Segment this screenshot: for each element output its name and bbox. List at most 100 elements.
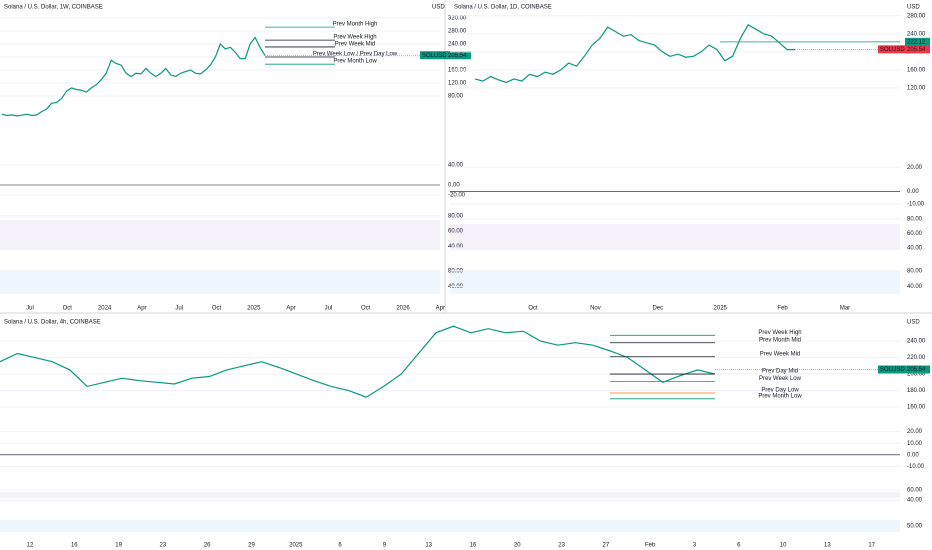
y-tick-label: 120.00 (448, 81, 467, 87)
y-tick-label: 280.00 (448, 29, 467, 35)
x-tick-label: 2024 (98, 306, 112, 312)
level-label: Prev Month High (333, 22, 378, 28)
y-tick-label: 80.00 (448, 213, 464, 219)
rsi-band (450, 224, 900, 250)
y-tick-label: 0.00 (907, 189, 919, 195)
y-tick-label: 80.00 (448, 268, 464, 274)
y-tick-label: 40.00 (907, 498, 923, 504)
chart-title: Solana / U.S. Dollar, 1W, COINBASE (4, 5, 103, 11)
x-tick-label: 23 (160, 543, 167, 549)
x-tick-label: 27 (603, 543, 610, 549)
x-tick-label: 13 (425, 543, 432, 549)
level-label: Prev Month Low (758, 393, 802, 399)
level-label: Prev Week Mid (760, 351, 801, 357)
level-label: Prev Month Mid (759, 337, 801, 343)
last-price-box (446, 51, 471, 60)
y-tick-label: 20.00 (907, 165, 923, 171)
y-tick-label: 10.00 (907, 441, 923, 447)
x-tick-label: Feb (777, 306, 788, 312)
x-tick-label: 20 (514, 543, 521, 549)
last-price: 205.54 (907, 367, 926, 373)
level-label: 222.12 (907, 39, 926, 45)
x-tick-label: Oct (528, 306, 538, 312)
x-tick-label: 6 (338, 543, 342, 549)
x-tick-label: Mar (840, 306, 850, 312)
x-tick-label: 9 (383, 543, 387, 549)
x-tick-label: 16 (71, 543, 78, 549)
price-line (0, 325, 716, 398)
level-label: Prev Week High (333, 35, 376, 41)
level-label: Prev Day Low (761, 388, 799, 394)
y-tick-label: 320.00 (448, 16, 467, 22)
x-tick-label: 2026 (396, 306, 410, 312)
x-tick-label: Oct (212, 306, 222, 312)
y-tick-label: 40.00 (907, 284, 923, 290)
y-tick-label: 40.00 (448, 163, 464, 169)
level-label: Prev Week Low (759, 376, 802, 382)
x-tick-label: 12 (27, 543, 34, 549)
y-tick-label: 160.00 (907, 67, 926, 73)
y-tick-label: 240.00 (907, 31, 926, 37)
y-tick-label: -10.00 (907, 201, 925, 207)
y-tick-label: 60.00 (907, 488, 923, 494)
y-tick-label: 160.00 (907, 405, 926, 411)
x-tick-label: 2025 (289, 543, 303, 549)
x-tick-label: 16 (470, 543, 477, 549)
y-tick-label: 120.00 (907, 85, 926, 91)
symbol-box (420, 51, 448, 60)
x-tick-label: 29 (248, 543, 255, 549)
y-tick-label: 200.00 (907, 372, 926, 378)
axis-unit: USD (907, 5, 920, 11)
y-tick-label: 280.00 (907, 13, 926, 19)
chart-title: Solana / U.S. Dollar, 4h, COINBASE (4, 320, 101, 326)
y-tick-label: 0.00 (448, 183, 460, 189)
y-tick-label: 240.00 (907, 339, 926, 345)
symbol-box (878, 365, 906, 374)
level-label: Prev Month Low (333, 59, 377, 65)
y-tick-label: 180.00 (907, 388, 926, 394)
rsi-band (0, 492, 900, 498)
x-tick-label: 23 (558, 543, 565, 549)
x-tick-label: Apr (436, 306, 445, 312)
level-label: Prev Week Mid (335, 42, 376, 48)
rsi-band (0, 220, 440, 250)
x-tick-label: Oct (361, 306, 371, 312)
x-tick-label: 17 (868, 543, 875, 549)
y-tick-label: -20.00 (448, 193, 466, 199)
y-tick-label: 240.00 (448, 42, 467, 48)
y-tick-label: 80.00 (907, 217, 923, 223)
y-tick-label: 60.00 (448, 229, 464, 235)
axis-unit: USD (907, 320, 920, 326)
y-tick-label: 40.00 (448, 244, 464, 250)
y-tick-label: 0.00 (907, 452, 919, 458)
x-tick-label: Apr (286, 306, 295, 312)
x-tick-label: Dec (652, 306, 663, 312)
level-label: Prev Day Mid (762, 369, 798, 375)
last-price-box (905, 365, 930, 374)
y-tick-label: 60.00 (907, 231, 923, 237)
y-tick-label: -10.00 (907, 464, 925, 470)
x-tick-label: 2025 (714, 306, 728, 312)
y-tick-label: 40.00 (448, 284, 464, 290)
x-tick-label: 10 (780, 543, 787, 549)
x-tick-label: 19 (115, 543, 122, 549)
y-tick-label: 220.00 (907, 355, 926, 361)
level-label: Prev Week Low / Prev Day Low (313, 52, 398, 58)
last-price-box (905, 45, 930, 54)
symbol-label: SOLUSD (880, 367, 905, 373)
y-tick-label: 160.00 (448, 68, 467, 74)
axis-unit: USD (432, 5, 445, 11)
y-tick-label: 80.00 (448, 94, 464, 100)
x-tick-label: 3 (693, 543, 697, 549)
symbol-box (878, 45, 906, 54)
price-line (1, 36, 266, 117)
last-price: 205.54 (448, 53, 467, 59)
symbol-label: SOLUSD (422, 53, 447, 59)
chart-title: Solana / U.S. Dollar, 1D, COINBASE (454, 5, 552, 11)
stoch-band (0, 271, 440, 294)
x-tick-label: Oct (63, 306, 73, 312)
x-tick-label: 2025 (247, 306, 261, 312)
y-tick-label: 50.00 (907, 524, 923, 530)
